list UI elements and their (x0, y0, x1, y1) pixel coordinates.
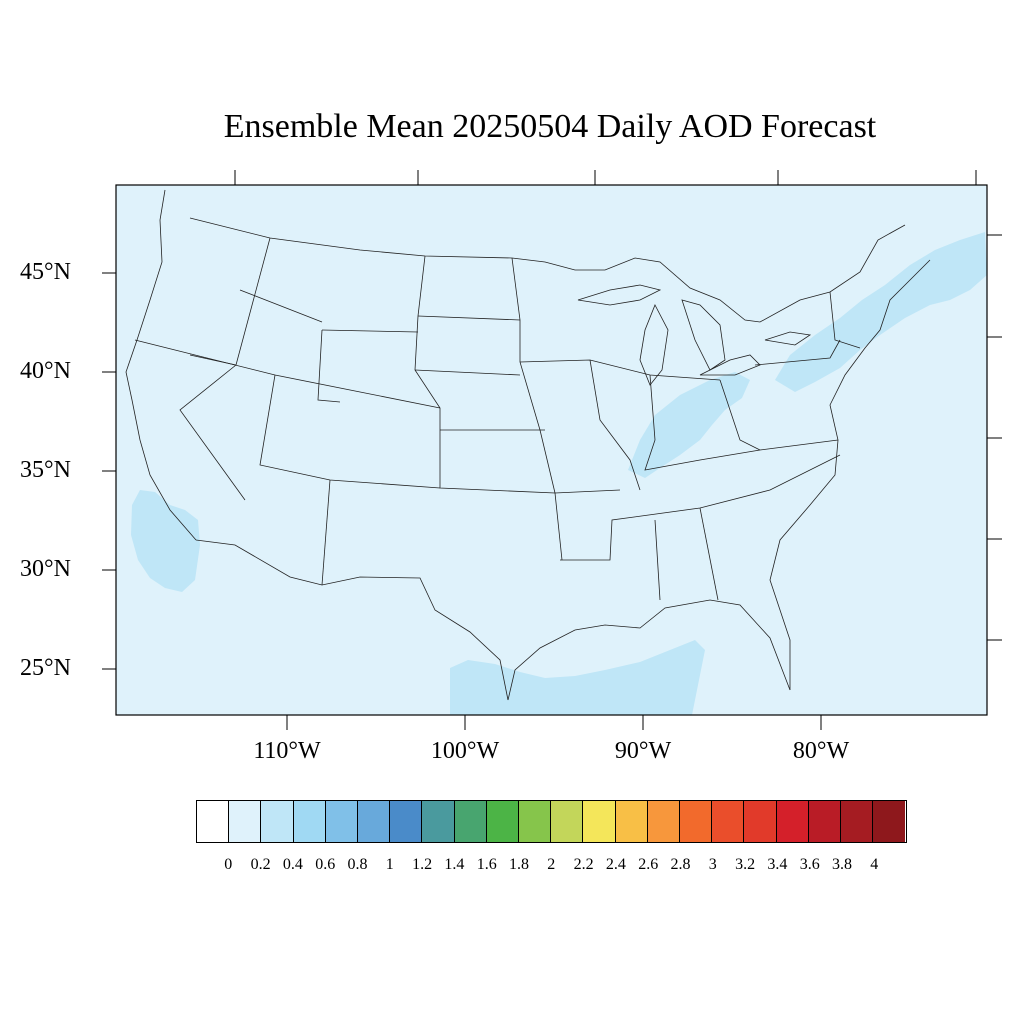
colorbar-tick-label: 3 (708, 856, 717, 873)
colorbar-tick-label: 3.2 (735, 856, 756, 873)
aod-colorbar (196, 800, 907, 843)
aod-shaded-areas (131, 232, 987, 715)
lon-label-80w: 80°W (792, 738, 850, 764)
colorbar-box (744, 801, 777, 842)
colorbar-box (197, 801, 230, 842)
lon-label-110w: 110°W (253, 738, 321, 764)
colorbar-tick-label: 2.4 (605, 856, 626, 873)
colorbar-box (325, 801, 359, 842)
colorbar-tick-label: 0 (224, 856, 233, 873)
lat-label-25n: 25°N (20, 655, 71, 681)
lon-label-90w: 90°W (614, 738, 672, 764)
colorbar-box (680, 801, 713, 842)
colorbar-box (261, 801, 294, 842)
aod-area-northeast (775, 232, 987, 392)
colorbar-tick-label: 1.2 (412, 856, 433, 873)
colorbar-tick-label: 4 (870, 856, 879, 873)
colorbar-box (583, 801, 616, 842)
colorbar-box (293, 801, 326, 842)
colorbar-tick-label: 0.6 (315, 856, 336, 873)
colorbar-box (519, 801, 552, 842)
colorbar-tick-label: 2.2 (573, 856, 594, 873)
colorbar-box (229, 801, 262, 842)
aod-area-socal (131, 490, 200, 592)
gulf-coast (507, 599, 791, 701)
colorbar-tick-label: 0.8 (347, 856, 368, 873)
colorbar-box (422, 801, 455, 842)
colorbar-box (486, 801, 520, 842)
colorbar-box (776, 801, 809, 842)
colorbar-box (615, 801, 648, 842)
great-lakes (577, 284, 812, 386)
mexico-border (195, 539, 509, 701)
colorbar-box (454, 801, 487, 842)
colorbar-tick-label: 2.8 (670, 856, 691, 873)
colorbar-box (390, 801, 423, 842)
colorbar-box (551, 801, 584, 842)
colorbar-tick-label: 0.2 (250, 856, 271, 873)
map-frame (115, 184, 988, 716)
axis-ticks (102, 170, 1002, 730)
pacific-coast (125, 189, 197, 541)
lat-label-35n: 35°N (20, 457, 71, 483)
colorbar-tick-label: 1.4 (444, 856, 465, 873)
colorbar-box (358, 801, 391, 842)
colorbar-box (647, 801, 681, 842)
colorbar-box (873, 801, 906, 842)
aod-area-ohio-valley (628, 372, 750, 478)
lat-label-40n: 40°N (20, 358, 71, 384)
atlantic-coast (769, 259, 931, 690)
colorbar-box (808, 801, 842, 842)
aod-area-gulf (450, 640, 705, 715)
boundary-lines (125, 189, 931, 701)
lat-label-30n: 30°N (20, 556, 71, 582)
colorbar-tick-label: 1 (385, 856, 394, 873)
colorbar-box (712, 801, 745, 842)
colorbar-box (841, 801, 874, 842)
colorbar-tick-label: 1.8 (509, 856, 529, 873)
map-title: Ensemble Mean 20250504 Daily AOD Forecas… (223, 108, 877, 145)
colorbar-tick-label: 3.6 (799, 856, 820, 873)
colorbar-tick-label: 3.4 (767, 856, 788, 873)
colorbar-tick-label: 3.8 (832, 856, 852, 873)
lat-label-45n: 45°N (20, 259, 71, 285)
colorbar-tick-label: 2 (547, 856, 556, 873)
map-background (116, 185, 987, 715)
colorbar-tick-label: 0.4 (282, 856, 303, 873)
colorbar-tick-label: 2.6 (638, 856, 659, 873)
colorbar-tick-label: 1.6 (476, 856, 497, 873)
lon-label-100w: 100°W (430, 738, 500, 764)
